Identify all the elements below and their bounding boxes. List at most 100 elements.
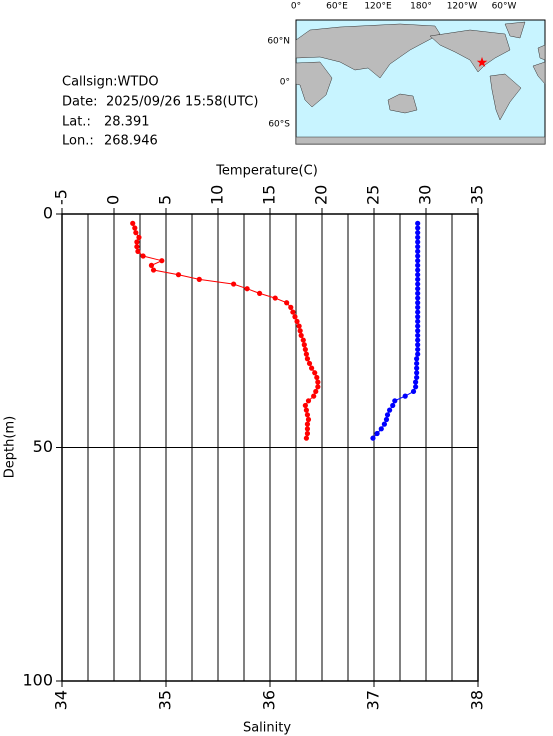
map-lon-label: 180° xyxy=(410,2,432,12)
profile-point xyxy=(415,314,421,320)
lon: 268.946 xyxy=(104,134,158,149)
profile-point xyxy=(288,304,294,310)
profile-point xyxy=(303,435,309,441)
profile-point xyxy=(305,416,312,423)
x2-axis-title: Salinity xyxy=(243,721,291,736)
profile-point xyxy=(311,393,317,399)
profile-point xyxy=(132,225,138,231)
profile-point xyxy=(298,332,304,339)
profile-point xyxy=(303,407,309,413)
profile-point xyxy=(415,300,421,306)
profile-point xyxy=(415,304,421,310)
profile-point xyxy=(415,267,421,273)
y-tick-label: 100 xyxy=(22,671,53,690)
profile-point xyxy=(304,412,311,418)
profile-point xyxy=(415,309,421,315)
profile-point xyxy=(414,374,420,381)
x-axis-title: Temperature(C) xyxy=(215,164,318,179)
profile-point xyxy=(410,388,417,395)
map-lat-label: 60°N xyxy=(267,37,290,47)
profile-point xyxy=(415,220,421,226)
profile-point xyxy=(402,393,408,399)
x-tick-label: 20 xyxy=(312,185,331,205)
x-tick-label: 10 xyxy=(208,185,227,205)
x2-tick-label: 35 xyxy=(156,690,175,710)
profile-point xyxy=(387,407,393,413)
profile-point xyxy=(306,360,313,367)
x-tick-label: 5 xyxy=(156,195,175,205)
map-lon-label: 120°E xyxy=(364,2,392,12)
y-axis-title: Depth(m) xyxy=(3,416,18,478)
profile-point xyxy=(415,318,421,325)
profile-point xyxy=(378,426,384,432)
profile-point xyxy=(415,272,421,278)
profile-point xyxy=(370,435,376,441)
x-tick-label: 15 xyxy=(260,185,279,205)
profile-point xyxy=(231,281,237,287)
callsign: Callsign:WTDO xyxy=(62,75,159,90)
y-tick-label: 50 xyxy=(33,437,53,456)
map-lat-label: 0° xyxy=(280,78,290,88)
profile-point xyxy=(383,416,390,423)
lat: 28.391 xyxy=(104,115,150,130)
north-america xyxy=(429,29,511,73)
profile-point xyxy=(415,262,421,268)
profile-point xyxy=(272,295,278,301)
profile-point xyxy=(309,365,315,371)
profile-point xyxy=(315,379,321,385)
europe-west xyxy=(537,44,546,61)
profile-point xyxy=(175,272,182,278)
map-lon-label: 0° xyxy=(291,2,301,12)
australia xyxy=(387,93,418,114)
profile-point xyxy=(303,351,309,357)
profile-point xyxy=(257,290,263,296)
greenland xyxy=(504,21,526,39)
south-america xyxy=(489,73,522,121)
profile-point xyxy=(300,337,306,343)
profile-point xyxy=(304,430,311,437)
profile-point xyxy=(133,230,139,236)
x-tick-label: 25 xyxy=(364,185,383,205)
profile-point xyxy=(290,309,296,315)
profile-point xyxy=(196,276,202,282)
profile-point xyxy=(415,253,421,259)
profile-point xyxy=(415,342,421,348)
x-tick-label: 30 xyxy=(416,185,435,205)
profile-point xyxy=(148,262,155,268)
profile-point xyxy=(374,430,380,437)
profile-point xyxy=(415,225,421,231)
profile-point xyxy=(415,323,421,329)
profile-point xyxy=(415,290,421,296)
world-map xyxy=(295,19,546,145)
date: 2025/09/26 15:58(UTC) xyxy=(106,95,258,110)
profile-point xyxy=(415,295,421,301)
profile-point xyxy=(315,384,321,390)
profile-point xyxy=(304,421,311,427)
profile-point xyxy=(415,281,421,287)
profile-point xyxy=(304,426,311,432)
profile-point xyxy=(414,365,420,371)
profile-point xyxy=(415,244,421,250)
profile-point xyxy=(415,248,421,254)
profile-point xyxy=(415,328,421,334)
profile-point xyxy=(134,239,140,245)
lat-label: Lat.: xyxy=(62,115,91,130)
profile-point xyxy=(415,239,421,245)
profile-point xyxy=(392,398,398,404)
date-label: Date: xyxy=(62,95,97,110)
profile-point xyxy=(244,286,250,292)
x-tick-label: -5 xyxy=(52,189,71,205)
profile-point xyxy=(150,267,157,273)
profile-point xyxy=(159,258,165,264)
profile-point xyxy=(415,351,421,357)
profile-point xyxy=(384,412,391,418)
africa-west xyxy=(532,61,546,85)
profile-point xyxy=(314,374,320,381)
profile-point xyxy=(134,244,140,250)
profile-point xyxy=(415,234,421,240)
profile-point xyxy=(390,402,396,409)
eurasia xyxy=(295,23,441,79)
profile-point xyxy=(294,318,300,325)
